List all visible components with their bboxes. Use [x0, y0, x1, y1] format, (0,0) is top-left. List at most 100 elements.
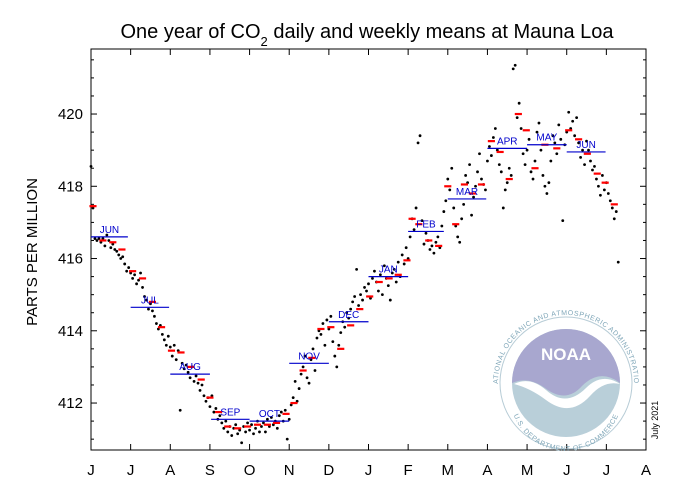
daily-point — [539, 148, 543, 152]
daily-point — [170, 354, 174, 358]
x-tick-label: J — [365, 462, 373, 479]
daily-point — [612, 217, 616, 221]
daily-point — [432, 251, 436, 255]
daily-point — [331, 340, 335, 344]
daily-point — [575, 116, 579, 120]
daily-point — [240, 441, 244, 445]
x-tick-label: N — [284, 462, 295, 479]
daily-point — [295, 399, 299, 403]
daily-point — [406, 257, 410, 260]
daily-point — [176, 349, 180, 353]
daily-point — [204, 399, 208, 403]
daily-point — [212, 410, 216, 414]
daily-point — [143, 295, 146, 298]
daily-point — [434, 240, 438, 244]
daily-point — [121, 255, 125, 259]
monthly-mean-label: JAN — [379, 265, 398, 276]
daily-point — [192, 379, 196, 383]
daily-point — [382, 264, 386, 268]
daily-point — [236, 432, 240, 436]
daily-point — [266, 417, 269, 421]
daily-point — [495, 148, 499, 152]
weekly-bars — [89, 112, 618, 430]
daily-point — [497, 163, 501, 167]
x-tick-label: M — [521, 462, 534, 479]
daily-point — [503, 188, 507, 192]
daily-point — [373, 269, 376, 273]
daily-point — [484, 188, 487, 192]
daily-point — [458, 240, 462, 244]
daily-point — [260, 425, 263, 428]
daily-point — [416, 141, 420, 145]
daily-point — [359, 293, 362, 297]
daily-point — [501, 206, 505, 210]
daily-point — [198, 388, 202, 392]
daily-point — [353, 295, 357, 298]
daily-point — [468, 163, 471, 167]
x-tick-label: J — [127, 462, 135, 479]
daily-point — [317, 329, 321, 333]
daily-point — [517, 101, 521, 105]
daily-point — [531, 177, 535, 181]
daily-point — [489, 154, 493, 157]
daily-point — [400, 253, 404, 257]
daily-point — [450, 166, 454, 170]
daily-point — [591, 168, 594, 172]
daily-point — [599, 193, 602, 197]
x-tick-label: J — [603, 462, 611, 479]
daily-point — [323, 343, 327, 347]
daily-point — [587, 148, 590, 152]
daily-point — [545, 192, 549, 195]
daily-point — [111, 242, 115, 246]
daily-point — [101, 237, 105, 241]
daily-point — [505, 181, 509, 185]
daily-point — [486, 159, 489, 163]
daily-point — [125, 269, 129, 273]
x-tick-label: F — [404, 462, 413, 479]
daily-point — [186, 370, 190, 374]
daily-point — [349, 307, 353, 311]
monthly-mean-label: JUN — [100, 225, 119, 236]
daily-point — [537, 121, 541, 125]
daily-point — [456, 235, 460, 239]
y-tick-label: 412 — [58, 395, 83, 412]
daily-point — [573, 134, 577, 138]
daily-point — [307, 381, 311, 385]
daily-point — [460, 217, 464, 221]
x-tick-label: A — [641, 462, 651, 479]
daily-point — [608, 199, 612, 203]
noaa-logo: NOAA NATIONAL OCEANIC AND ATMOSPHERIC AD… — [0, 0, 638, 453]
daily-point — [301, 365, 305, 369]
daily-point — [99, 240, 103, 244]
daily-point — [141, 286, 144, 289]
logo-text: NOAA — [541, 345, 591, 364]
daily-point — [478, 152, 481, 156]
daily-point — [254, 426, 257, 430]
daily-point — [371, 277, 374, 280]
daily-point — [200, 383, 204, 387]
daily-point — [414, 206, 418, 210]
daily-point — [115, 249, 119, 253]
daily-point — [547, 181, 551, 185]
daily-point — [315, 336, 319, 340]
daily-point — [262, 421, 265, 425]
daily-point — [422, 242, 426, 246]
x-tick-label: M — [442, 462, 455, 479]
daily-point — [329, 314, 333, 318]
daily-point — [95, 239, 99, 242]
daily-point — [600, 174, 604, 177]
daily-point — [543, 184, 547, 188]
daily-point — [527, 137, 531, 141]
daily-point — [565, 130, 569, 134]
daily-point — [168, 345, 172, 349]
daily-point — [244, 430, 248, 434]
daily-point — [135, 282, 138, 286]
daily-point — [156, 327, 160, 331]
daily-point — [523, 163, 527, 167]
daily-point — [184, 363, 188, 367]
daily-point — [412, 228, 416, 232]
y-tick-label: 420 — [58, 106, 83, 123]
x-tick-label: A — [165, 462, 175, 479]
daily-point — [214, 407, 218, 410]
